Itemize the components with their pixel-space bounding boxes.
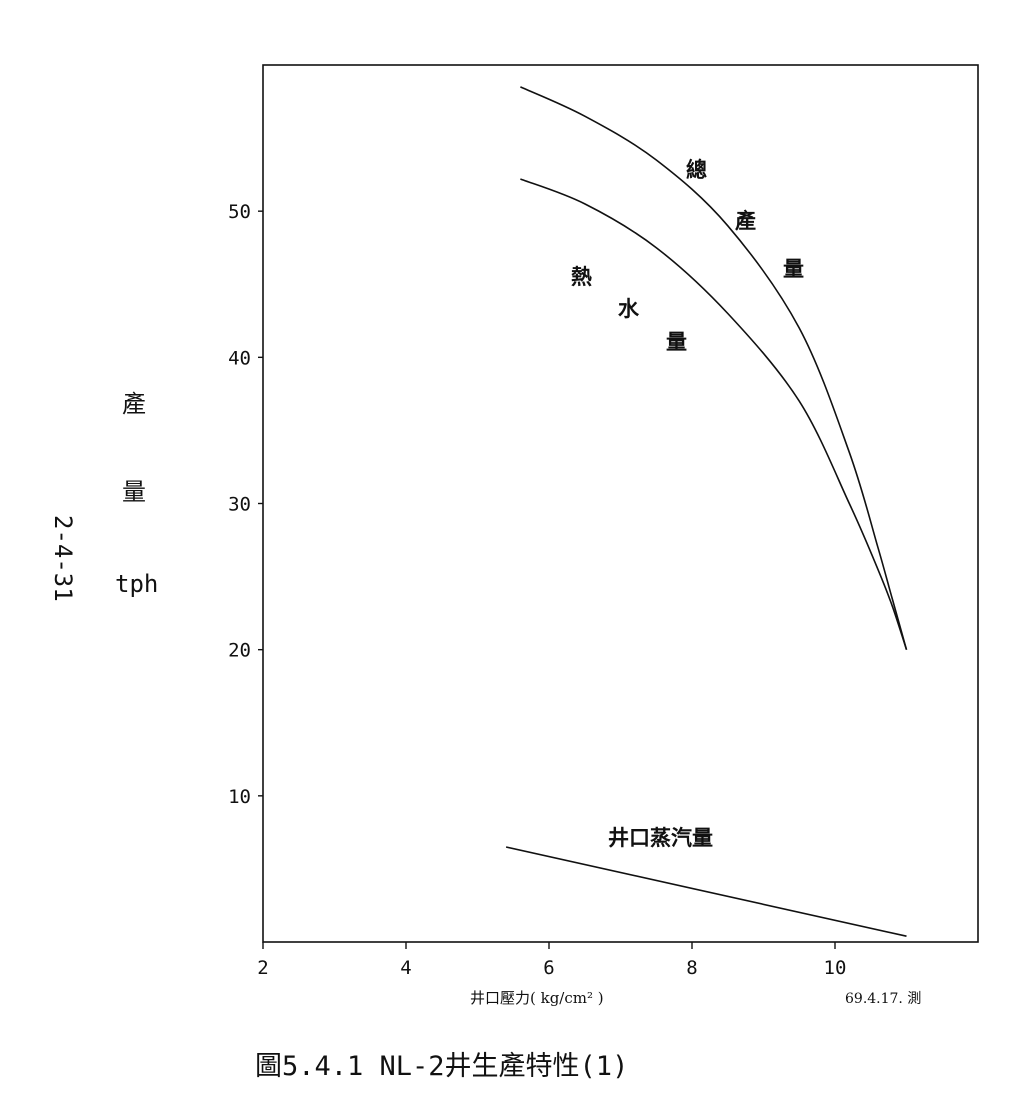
y-axis-unit: tph	[115, 570, 158, 598]
x-tick-label: 8	[686, 957, 697, 979]
y-axis-label-char-2: 量	[122, 478, 146, 506]
x-tick-label: 10	[824, 957, 847, 979]
x-tick-label: 4	[400, 957, 411, 979]
total-production-line	[520, 86, 908, 650]
x-tick-label: 6	[543, 957, 554, 979]
total-label-char-1: 總	[686, 157, 707, 182]
hot-water-label-char-3: 量	[666, 329, 687, 354]
figure-caption: 圖5.4.1 NL-2井生產特性(1)	[255, 1051, 628, 1082]
y-tick-label: 20	[228, 640, 251, 662]
total-label-char-3: 量	[783, 256, 804, 281]
hot-water-label-char-1: 熱	[571, 264, 592, 289]
y-axis-ticks: 10 20 30 40 50	[228, 201, 263, 808]
y-axis-label-char-1: 產	[122, 390, 146, 418]
x-axis-label: 井口壓力( kg/cm² )	[470, 989, 604, 1007]
total-label-char-2: 產	[735, 208, 756, 233]
y-tick-label: 40	[228, 347, 251, 369]
date-annotation: 69.4.17. 測	[845, 991, 921, 1007]
steam-label: 井口蒸汽量	[608, 825, 713, 850]
y-tick-label: 10	[228, 786, 251, 808]
plot-frame	[262, 64, 979, 943]
page-number: 2-4-31	[49, 515, 77, 602]
series-lines	[505, 86, 908, 937]
y-tick-label: 50	[228, 201, 251, 223]
hot-water-line	[520, 178, 908, 650]
hot-water-label-char-2: 水	[618, 296, 640, 321]
x-tick-label: 2	[257, 957, 268, 979]
wellhead-steam-line	[505, 846, 907, 937]
x-axis-ticks: 2 4 6 8 10	[257, 942, 846, 979]
y-tick-label: 30	[228, 494, 251, 516]
